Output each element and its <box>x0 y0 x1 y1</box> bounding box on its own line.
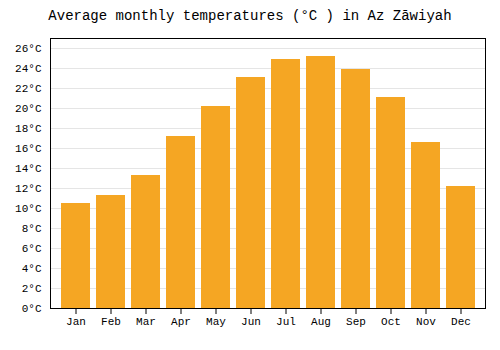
svg-text:Dec: Dec <box>451 316 471 328</box>
svg-text:8°C: 8°C <box>22 223 42 235</box>
svg-text:24°C: 24°C <box>15 63 42 75</box>
svg-text:4°C: 4°C <box>22 263 42 275</box>
svg-text:10°C: 10°C <box>15 203 42 215</box>
svg-text:Apr: Apr <box>171 316 191 328</box>
svg-text:12°C: 12°C <box>15 183 42 195</box>
svg-text:Nov: Nov <box>416 316 436 328</box>
svg-text:Mar: Mar <box>136 316 156 328</box>
svg-text:Oct: Oct <box>381 316 401 328</box>
svg-text:May: May <box>206 316 226 328</box>
svg-text:20°C: 20°C <box>15 103 42 115</box>
svg-text:14°C: 14°C <box>15 163 42 175</box>
svg-text:6°C: 6°C <box>22 243 42 255</box>
svg-text:Aug: Aug <box>311 316 331 328</box>
html-text:Average monthly temperatures (: Average monthly temperatures (°C ) in Az… <box>48 8 452 24</box>
svg-text:Sep: Sep <box>346 316 366 328</box>
svg-text:Jul: Jul <box>276 316 296 328</box>
svg-text:Jun: Jun <box>241 316 261 328</box>
svg-text:26°C: 26°C <box>15 43 42 55</box>
svg-text:Jan: Jan <box>66 316 86 328</box>
svg-text:22°C: 22°C <box>15 83 42 95</box>
svg-text:Feb: Feb <box>101 316 121 328</box>
svg-text:2°C: 2°C <box>22 283 42 295</box>
svg-text:16°C: 16°C <box>15 143 42 155</box>
svg-text:0°C: 0°C <box>22 303 42 315</box>
svg-text:18°C: 18°C <box>15 123 42 135</box>
